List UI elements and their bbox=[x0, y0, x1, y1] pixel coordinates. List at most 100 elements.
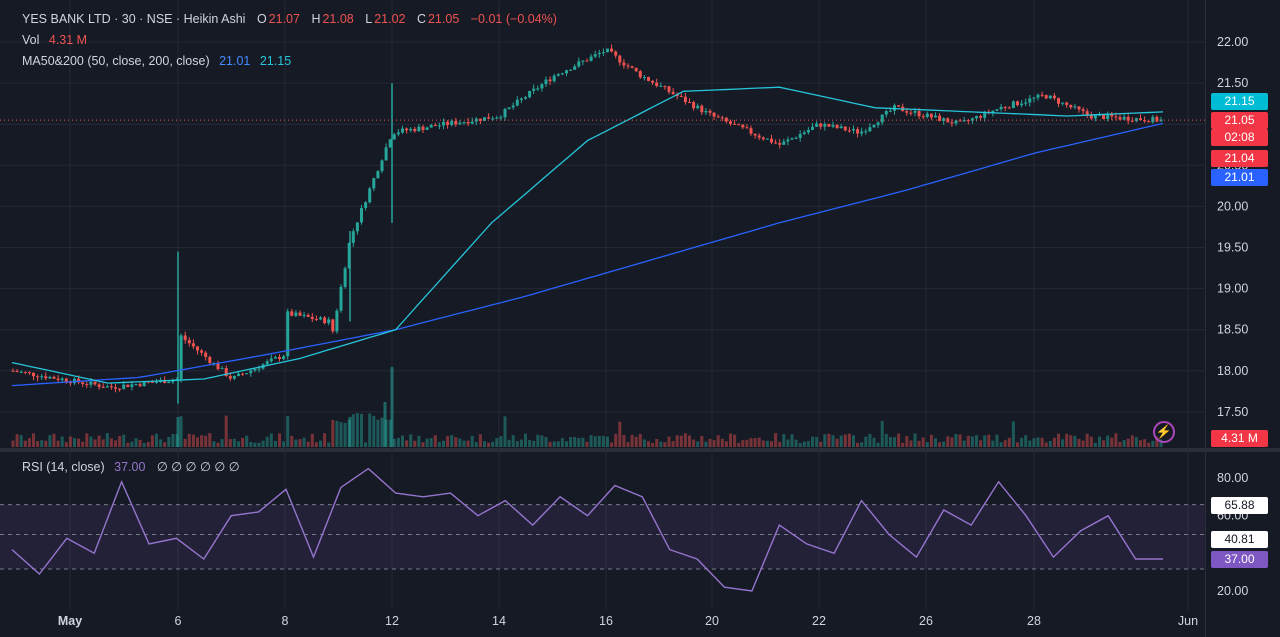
candle-body bbox=[917, 111, 921, 117]
volume-bar bbox=[421, 442, 425, 447]
price-axis-border bbox=[1205, 0, 1206, 637]
volume-bar bbox=[925, 442, 929, 447]
candle-body bbox=[999, 106, 1003, 110]
volume-bar bbox=[405, 440, 409, 447]
candle-body bbox=[651, 80, 655, 83]
volume-bar bbox=[724, 441, 728, 447]
volume-bar bbox=[376, 419, 380, 447]
candle-body bbox=[458, 122, 462, 125]
volume-bar bbox=[1020, 437, 1024, 447]
volume-bar bbox=[1061, 439, 1065, 447]
candle-body bbox=[118, 388, 122, 390]
volume-bar bbox=[536, 434, 540, 447]
candle-body bbox=[683, 96, 687, 103]
volume-bar bbox=[458, 438, 462, 447]
candle-body bbox=[589, 56, 593, 61]
candle-body bbox=[724, 117, 728, 122]
candle-body bbox=[753, 133, 757, 136]
volume-bar bbox=[983, 435, 987, 447]
candle-body bbox=[856, 129, 860, 134]
flash-icon[interactable]: ⚡ bbox=[1153, 421, 1175, 443]
volume-bar bbox=[642, 439, 646, 447]
candle-body bbox=[601, 52, 605, 54]
volume-bar bbox=[606, 436, 609, 447]
candle-body bbox=[97, 384, 101, 388]
candle-body bbox=[577, 61, 581, 67]
candle-body bbox=[647, 77, 650, 81]
volume-bar bbox=[778, 441, 782, 447]
volume-bar bbox=[1032, 438, 1036, 447]
volume-bar bbox=[745, 439, 749, 447]
candle-body bbox=[483, 117, 486, 121]
candle-body bbox=[351, 231, 355, 243]
volume-bar bbox=[548, 441, 552, 447]
volume-bar bbox=[1011, 421, 1015, 447]
volume-bar bbox=[704, 441, 708, 447]
candle-body bbox=[688, 102, 691, 104]
volume-bar bbox=[1134, 437, 1138, 447]
candle-body bbox=[1044, 95, 1048, 99]
candle-body bbox=[273, 357, 277, 359]
volume-bar bbox=[864, 436, 868, 447]
candle-body bbox=[52, 376, 56, 379]
candle-body bbox=[880, 114, 884, 123]
candle-body bbox=[454, 121, 458, 125]
volume-bar bbox=[790, 434, 794, 447]
volume-bar bbox=[446, 436, 450, 447]
volume-bar bbox=[614, 433, 618, 447]
volume-bar bbox=[126, 442, 130, 447]
volume-bar bbox=[1081, 440, 1085, 447]
candle-body bbox=[745, 127, 749, 129]
candle-body bbox=[954, 120, 958, 124]
volume-bar bbox=[390, 367, 394, 447]
candle-body bbox=[241, 373, 245, 375]
volume-bar bbox=[1110, 437, 1114, 447]
candle-body bbox=[897, 105, 901, 107]
candle-body bbox=[1065, 102, 1069, 105]
candle-body bbox=[638, 71, 642, 78]
candle-body bbox=[196, 346, 199, 351]
volume-bar bbox=[138, 440, 142, 447]
volume-bar bbox=[897, 433, 901, 447]
volume-bar bbox=[442, 440, 445, 447]
symbol-title: YES BANK LTD · 30 · NSE · Heikin Ashi bbox=[22, 12, 246, 26]
candle-body bbox=[970, 118, 974, 121]
candle-body bbox=[249, 370, 253, 374]
volume-bar bbox=[495, 438, 499, 447]
volume-bar bbox=[573, 436, 577, 447]
ma200-badge: 21.01 bbox=[1211, 169, 1268, 186]
volume-bar bbox=[663, 442, 667, 447]
candle-body bbox=[1028, 98, 1032, 103]
volume-bar bbox=[282, 441, 286, 447]
rsi-value-badge: 37.00 bbox=[1211, 551, 1268, 568]
volume-bar bbox=[905, 436, 909, 447]
volume-bar bbox=[27, 438, 31, 447]
candle-body bbox=[1073, 106, 1077, 108]
candle-body bbox=[536, 88, 540, 90]
volume-bar bbox=[634, 436, 638, 447]
rsi-line bbox=[11, 467, 1163, 592]
volume-bar bbox=[433, 435, 437, 447]
volume-bar bbox=[1143, 439, 1147, 447]
volume-bar bbox=[667, 436, 671, 447]
volume-bar bbox=[478, 434, 482, 447]
candle-body bbox=[1081, 109, 1085, 112]
volume-bar bbox=[372, 415, 376, 447]
open-value: 21.07 bbox=[268, 12, 300, 26]
volume-bar bbox=[519, 439, 523, 447]
volume-bar bbox=[187, 433, 191, 447]
volume-bar bbox=[294, 439, 298, 447]
volume-bar bbox=[761, 440, 765, 447]
rsi-extra: ∅ ∅ ∅ ∅ ∅ ∅ bbox=[156, 460, 240, 474]
change-value: −0.01 (−0.04%) bbox=[470, 12, 557, 26]
volume-bar bbox=[360, 413, 363, 447]
candle-body bbox=[220, 368, 224, 370]
candle-body bbox=[868, 127, 872, 132]
volume-bar bbox=[782, 434, 786, 447]
time-tick-label: 26 bbox=[919, 614, 933, 628]
candle-body bbox=[81, 382, 85, 385]
candle-body bbox=[40, 376, 44, 378]
volume-bar bbox=[81, 441, 85, 447]
ma50-badge: 21.15 bbox=[1211, 93, 1268, 110]
